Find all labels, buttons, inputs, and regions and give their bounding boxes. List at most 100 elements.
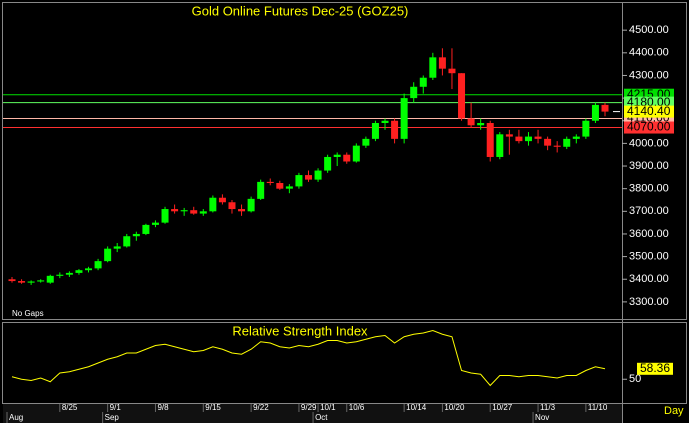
y-tick-label: 3700.00 (629, 205, 669, 217)
price-panel (2, 2, 687, 320)
candle-body (371, 123, 379, 139)
candle-body (199, 211, 207, 214)
x-tick-label: 9/1 (110, 403, 122, 412)
x-tick-label: 9/8 (157, 403, 169, 412)
candle-body (467, 118, 475, 126)
level-tag (624, 121, 674, 134)
candle-body (104, 248, 112, 262)
y-tick-label: 3400.00 (629, 273, 669, 285)
candle-body (352, 145, 360, 162)
gap-note: No Gaps (12, 309, 44, 318)
last-price-label: 4140.40 (627, 104, 671, 118)
rsi-tick-label: 50 (629, 373, 641, 385)
candle-body (305, 175, 312, 180)
candle-body (65, 272, 73, 275)
candle-body (8, 279, 16, 282)
chart-title: Gold Online Futures Dec-25 (GOZ25) (192, 3, 409, 18)
x-tick-label: 10/1 (320, 403, 336, 412)
candle-body (257, 181, 265, 199)
candle-body (132, 233, 140, 237)
candle-body (75, 270, 83, 273)
month-label: Aug (9, 413, 23, 422)
candle-body (410, 86, 418, 99)
candle-body (295, 175, 303, 187)
candle-body (515, 136, 523, 142)
candle-body (553, 145, 561, 147)
candle-body (582, 120, 590, 137)
y-tick-label: 4500.00 (629, 24, 669, 36)
x-tick-label: 10/27 (492, 403, 513, 412)
candle-body (333, 154, 341, 157)
candle-body (266, 181, 274, 184)
candle-body (477, 123, 485, 126)
y-tick-label: 3900.00 (629, 160, 669, 172)
candle-body (496, 134, 504, 157)
candle-body (314, 170, 322, 180)
month-label: Oct (315, 413, 328, 422)
candle-body (113, 246, 121, 249)
candle-body (391, 120, 399, 139)
candle-body (563, 138, 571, 147)
x-tick-label: 9/15 (205, 403, 221, 412)
candle-body (161, 209, 169, 223)
candle-body (438, 57, 446, 69)
candle-body (486, 123, 494, 157)
candle-body (534, 136, 542, 139)
rsi-last-tag (637, 362, 673, 375)
time-axis (3, 404, 622, 423)
candle-body (171, 209, 179, 212)
candle-body (37, 280, 45, 282)
x-tick-label: 11/10 (588, 403, 608, 412)
month-label: Nov (535, 413, 549, 422)
y-tick-label: 4400.00 (629, 47, 669, 59)
rsi-panel (2, 322, 687, 404)
candle-body (46, 275, 54, 283)
candle-body (285, 186, 293, 189)
x-tick-label: 8/25 (62, 403, 78, 412)
candle-body (142, 224, 150, 234)
candle-body (324, 156, 332, 171)
y-tick-label: 3600.00 (629, 228, 669, 240)
candle-body (247, 198, 255, 212)
x-tick-label: 10/20 (444, 403, 465, 412)
x-tick-label: 9/29 (301, 403, 317, 412)
candle-body (505, 134, 513, 137)
level-tag-label: 4070.00 (627, 120, 671, 134)
candle-body (218, 197, 226, 203)
candle-body (180, 210, 188, 212)
candle-body (362, 138, 370, 146)
candle-body (238, 209, 246, 212)
y-tick-label: 4000.00 (629, 137, 669, 149)
y-tick-label: 3800.00 (629, 183, 669, 195)
candle-body (458, 73, 466, 119)
x-tick-label: 11/3 (540, 403, 556, 412)
x-tick-label: 9/22 (253, 403, 269, 412)
candle-body (572, 136, 580, 139)
candle-body (400, 98, 408, 139)
month-label: Sep (105, 413, 120, 422)
candle-body (27, 281, 35, 283)
candle-body (591, 104, 599, 121)
candle-body (151, 222, 159, 225)
candle-body (429, 57, 437, 78)
candle-body (601, 104, 609, 112)
y-tick-label: 4300.00 (629, 69, 669, 81)
candle-body (419, 77, 427, 87)
last-price-tag (624, 105, 674, 118)
x-tick-label: 10/6 (349, 403, 365, 412)
x-tick-label: 10/14 (406, 403, 427, 412)
candle-body (524, 136, 532, 142)
candle-body (448, 68, 456, 74)
candle-body (381, 120, 389, 124)
candle-body (123, 236, 131, 247)
candle-body (56, 274, 64, 276)
candle-body (276, 183, 284, 189)
rsi-line (11, 329, 606, 387)
candle-body (209, 197, 217, 212)
candle-body (343, 154, 351, 162)
candle-body (190, 210, 198, 214)
candle-body (85, 268, 93, 271)
rsi-title: Relative Strength Index (232, 323, 368, 338)
